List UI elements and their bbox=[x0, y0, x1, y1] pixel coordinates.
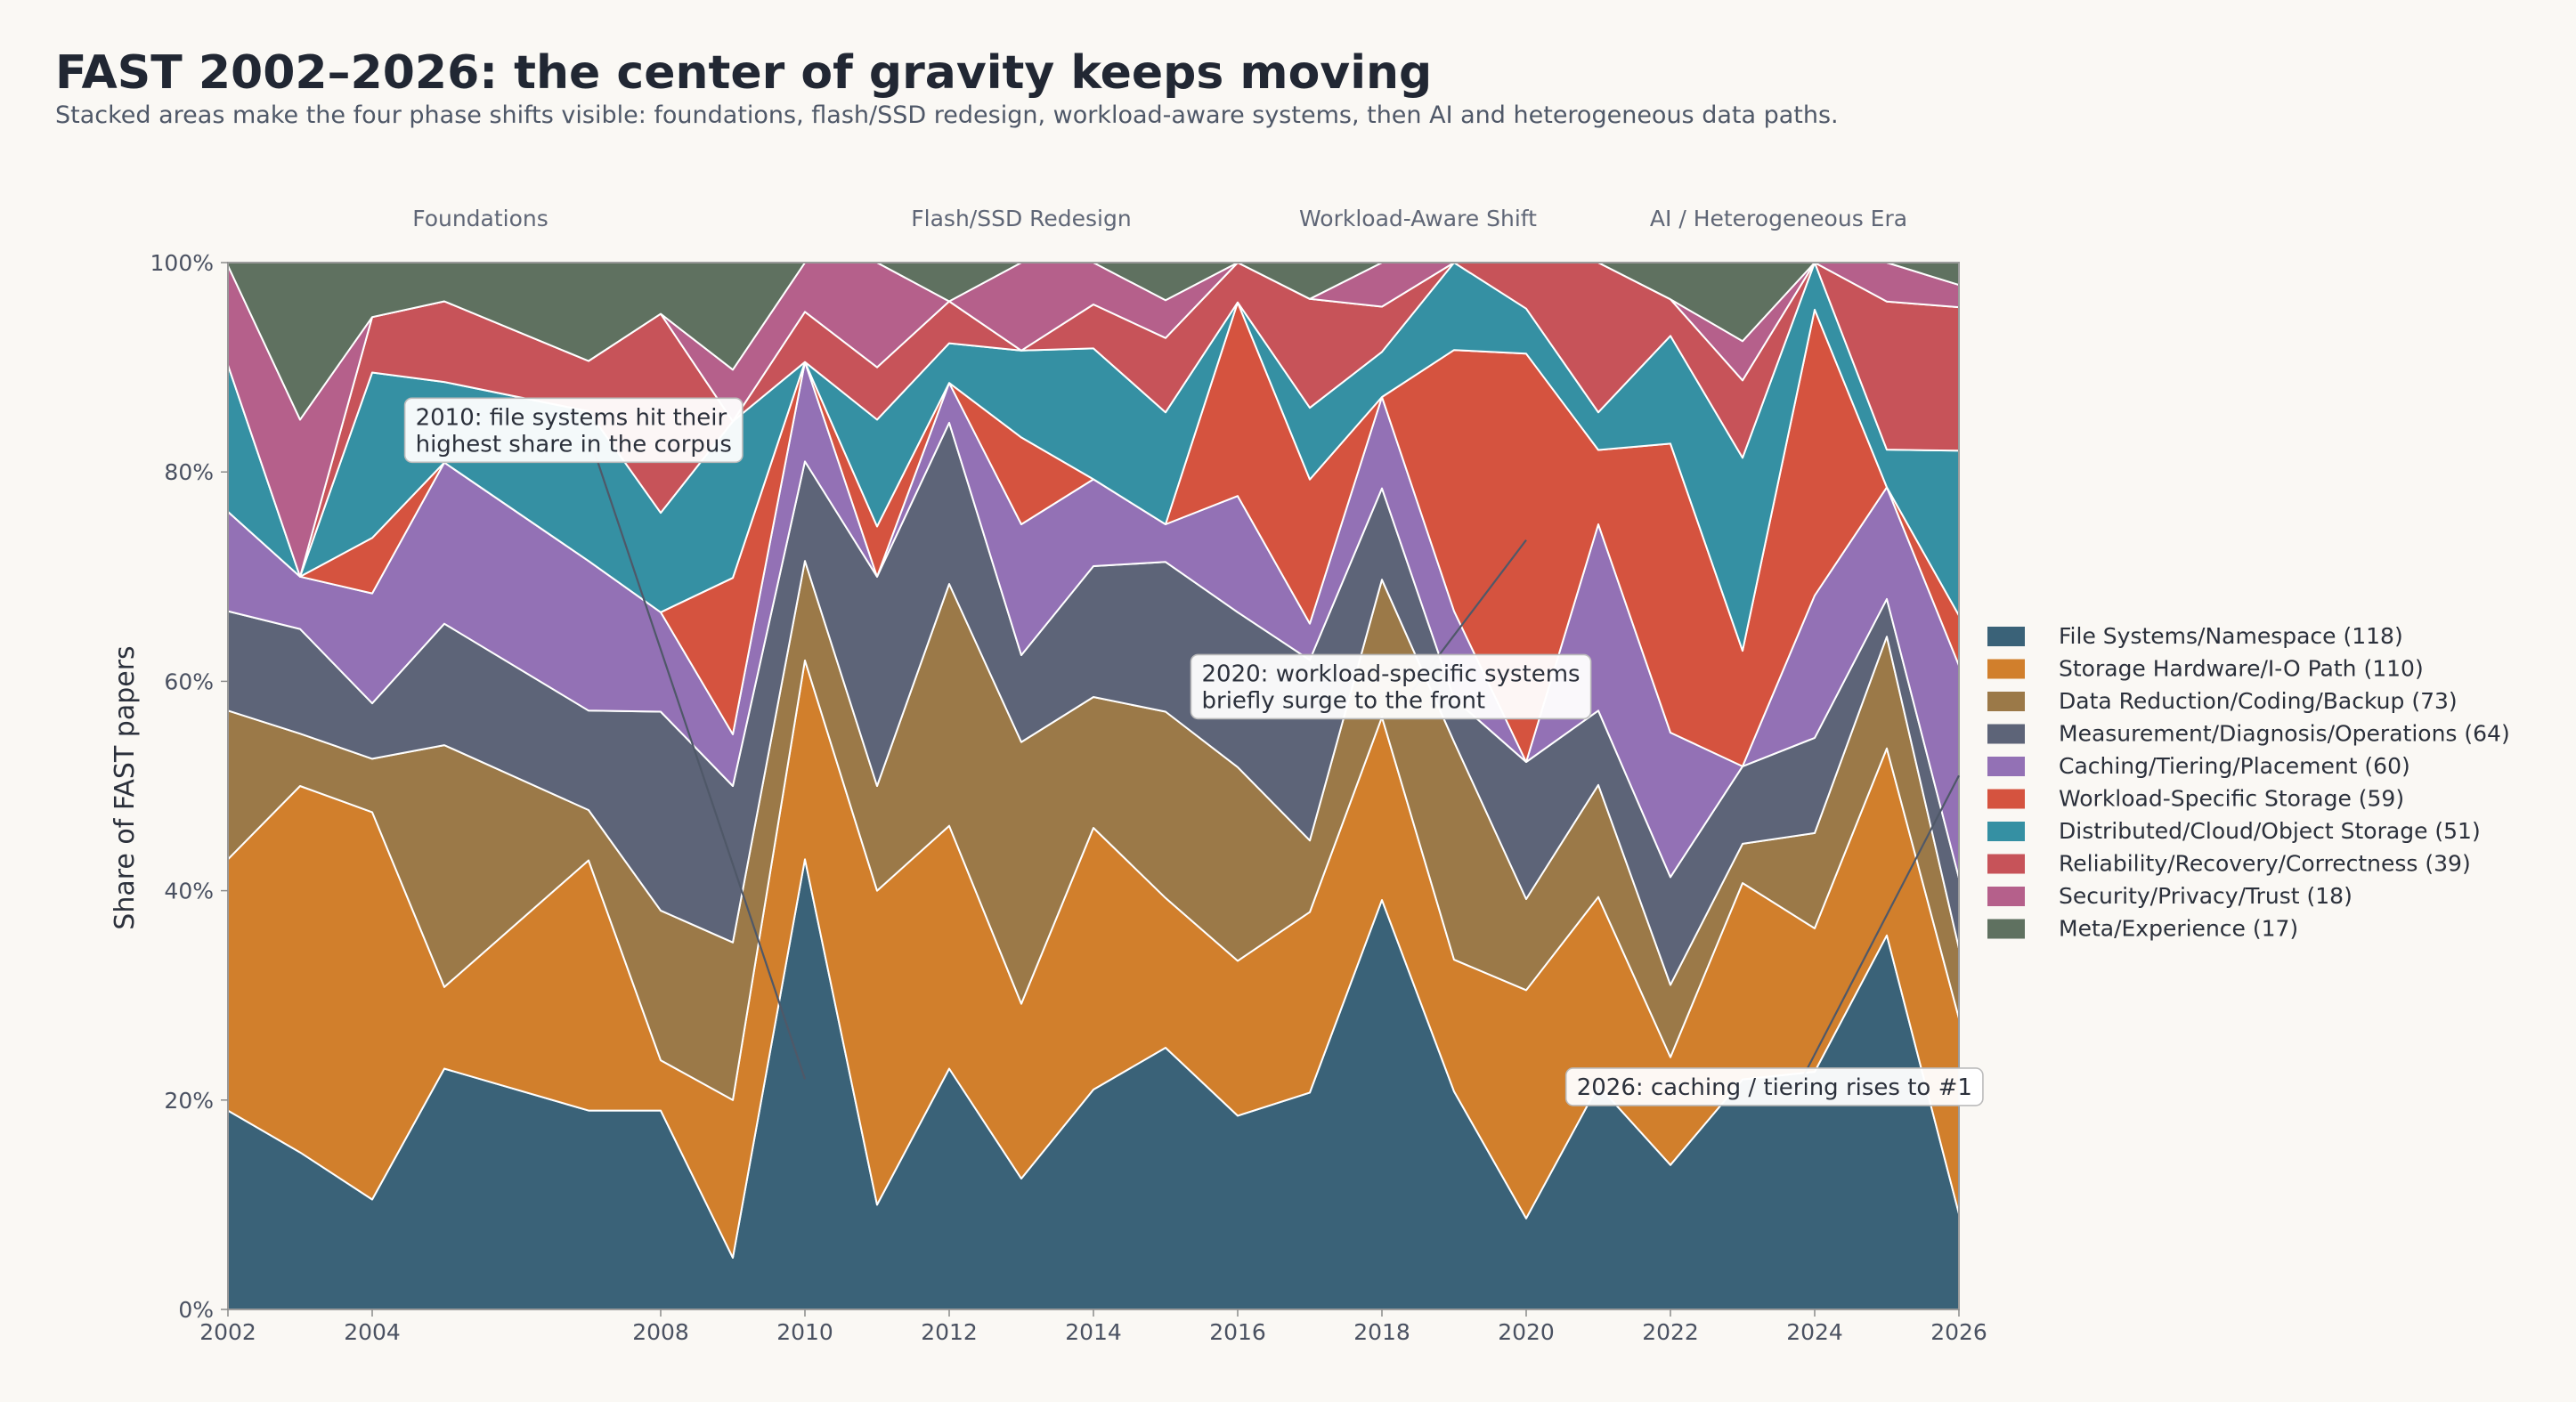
legend-label: Storage Hardware/I-O Path (110) bbox=[2059, 656, 2424, 682]
annotation: 2026: caching / tiering rises to #1 bbox=[1564, 774, 1984, 1106]
annotation-text: 2010: file systems hit their bbox=[416, 404, 727, 431]
x-tick-label: 2004 bbox=[344, 1319, 401, 1345]
annotation-text: 2020: workload-specific systems bbox=[1202, 660, 1581, 687]
area-layers bbox=[227, 262, 1960, 1310]
chart-subtitle: Stacked areas make the four phase shifts… bbox=[55, 101, 1839, 129]
y-tick-label: 40% bbox=[164, 879, 214, 904]
x-tick-label: 2016 bbox=[1209, 1319, 1266, 1345]
x-tick-label: 2008 bbox=[632, 1319, 689, 1345]
legend-swatch bbox=[1987, 659, 2025, 679]
y-tick-label: 80% bbox=[164, 459, 214, 485]
y-tick-label: 60% bbox=[164, 669, 214, 694]
x-tick-label: 2010 bbox=[776, 1319, 833, 1345]
legend: File Systems/Namespace (118) Storage Hard… bbox=[1987, 623, 2510, 942]
legend-swatch bbox=[1987, 692, 2025, 711]
legend-label: Measurement/Diagnosis/Operations (64) bbox=[2059, 721, 2510, 747]
annotation-box bbox=[1564, 1067, 1984, 1106]
x-tick-label: 2022 bbox=[1642, 1319, 1699, 1345]
era-label: Workload-Aware Shift bbox=[1299, 206, 1537, 231]
annotation-box bbox=[1190, 653, 1592, 720]
annotation-text: highest share in the corpus bbox=[416, 431, 732, 458]
y-axis-ticks: 0% 20% 40% 60% 80% 100% bbox=[150, 250, 228, 1323]
annotation-text: briefly surge to the front bbox=[1202, 687, 1486, 714]
legend-swatch bbox=[1987, 822, 2025, 841]
y-axis-label: Share of FAST papers bbox=[110, 645, 141, 929]
y-tick-label: 100% bbox=[150, 250, 214, 276]
annotation-box bbox=[403, 397, 744, 464]
legend-label: Distributed/Cloud/Object Storage (51) bbox=[2059, 818, 2481, 844]
annotation-leader bbox=[588, 436, 807, 1080]
legend-swatch bbox=[1987, 757, 2025, 776]
annotation-leader bbox=[1793, 774, 1960, 1095]
y-tick-label: 20% bbox=[164, 1088, 214, 1114]
era-label: Foundations bbox=[412, 206, 549, 231]
legend-label: Data Reduction/Coding/Backup (73) bbox=[2059, 688, 2458, 714]
x-tick-label: 2020 bbox=[1498, 1319, 1555, 1345]
x-tick-label: 2024 bbox=[1786, 1319, 1843, 1345]
legend-label: Workload-Specific Storage (59) bbox=[2059, 786, 2404, 812]
chart-title: FAST 2002–2026: the center of gravity ke… bbox=[55, 46, 1433, 100]
legend-label: Caching/Tiering/Placement (60) bbox=[2059, 753, 2410, 779]
legend-swatch bbox=[1987, 854, 2025, 874]
era-label: Flash/SSD Redesign bbox=[911, 206, 1131, 231]
x-axis-ticks: 2002 2004 2008 2010 2012 2014 2016 2018 2020 2022… bbox=[199, 1309, 1987, 1345]
legend-label: Meta/Experience (17) bbox=[2059, 916, 2298, 942]
era-label: AI / Heterogeneous Era bbox=[1650, 206, 1907, 231]
legend-label: Security/Privacy/Trust (18) bbox=[2059, 883, 2353, 909]
legend-swatch bbox=[1987, 887, 2025, 906]
legend-label: File Systems/Namespace (118) bbox=[2059, 623, 2403, 649]
x-tick-label: 2012 bbox=[921, 1319, 978, 1345]
x-tick-label: 2018 bbox=[1353, 1319, 1410, 1345]
x-tick-label: 2026 bbox=[1930, 1319, 1987, 1345]
x-tick-label: 2014 bbox=[1065, 1319, 1122, 1345]
legend-swatch bbox=[1987, 919, 2025, 939]
legend-label: Reliability/Recovery/Correctness (39) bbox=[2059, 851, 2471, 877]
x-tick-label: 2002 bbox=[199, 1319, 256, 1345]
annotation-text: 2026: caching / tiering rises to #1 bbox=[1577, 1074, 1972, 1101]
legend-swatch bbox=[1987, 627, 2025, 646]
legend-swatch bbox=[1987, 724, 2025, 744]
y-tick-label: 0% bbox=[178, 1297, 214, 1323]
legend-swatch bbox=[1987, 789, 2025, 809]
era-labels: Foundations Flash/SSD Redesign Workload-Aw… bbox=[412, 206, 1907, 231]
